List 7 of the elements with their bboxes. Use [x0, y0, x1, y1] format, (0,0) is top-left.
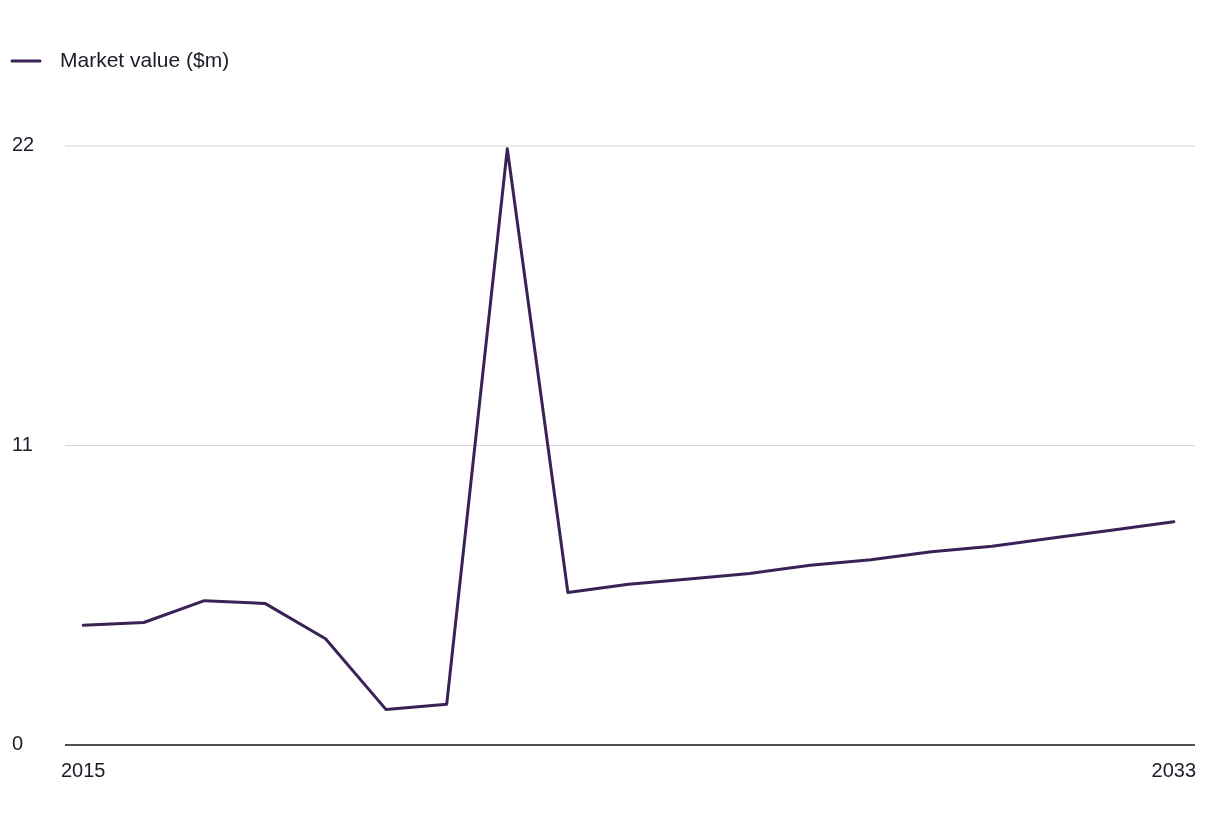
line-series	[81, 147, 1176, 712]
y-tick-label: 0	[12, 732, 24, 755]
y-tick-label: 11	[12, 432, 33, 455]
y-tick-label: 22	[12, 133, 35, 156]
x-tick-label: 2015	[60, 759, 106, 781]
legend-label: Market value ($m)	[60, 47, 230, 71]
x-tick-label: 2033	[1151, 759, 1197, 781]
